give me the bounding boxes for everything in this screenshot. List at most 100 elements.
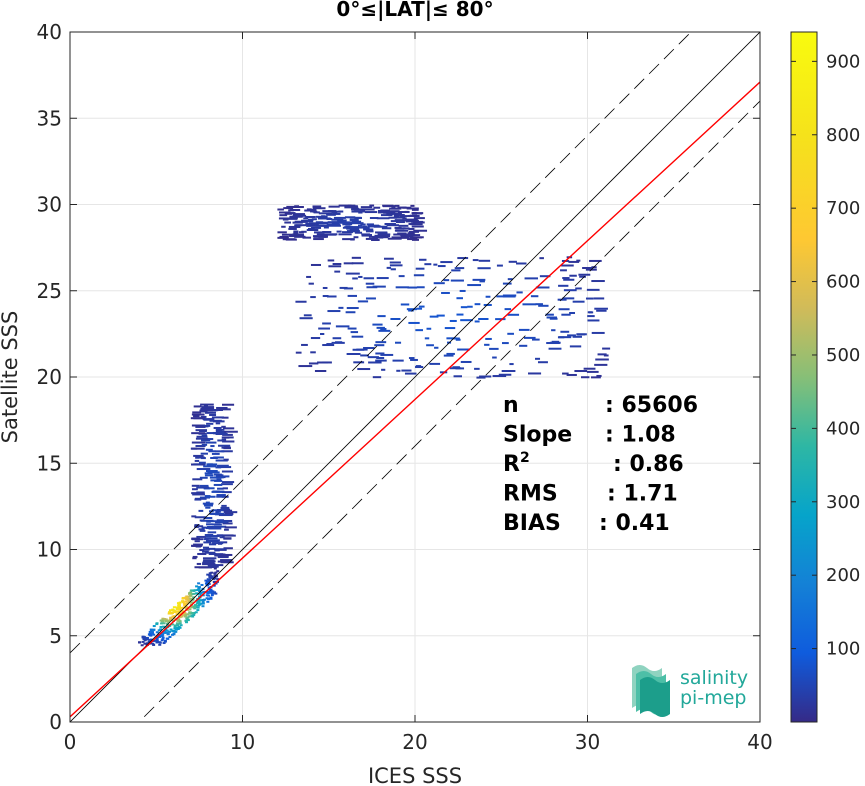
density-cell: [591, 331, 605, 334]
density-cell: [410, 219, 419, 222]
density-cell: [398, 224, 409, 227]
density-cell: [204, 582, 208, 585]
density-cell: [402, 219, 407, 222]
density-cell: [574, 370, 588, 373]
density-cell: [343, 262, 354, 265]
density-cell: [166, 620, 170, 623]
density-cell: [197, 598, 201, 601]
density-cell: [440, 261, 453, 264]
density-cell: [170, 633, 174, 636]
density-cell: [376, 277, 389, 280]
density-cell: [203, 504, 213, 507]
density-cell: [208, 574, 212, 577]
density-cell: [217, 487, 224, 490]
density-cell: [315, 224, 329, 227]
density-cell: [201, 600, 205, 603]
density-cell: [353, 208, 367, 211]
density-cell: [476, 376, 486, 379]
density-cell: [143, 639, 147, 642]
density-cell: [145, 636, 149, 639]
density-cell: [166, 619, 170, 622]
density-cell: [212, 420, 225, 423]
density-cell: [350, 226, 360, 229]
density-cell: [589, 259, 602, 262]
density-cell: [209, 512, 222, 515]
density-cell: [190, 417, 204, 420]
density-cell: [415, 267, 425, 270]
density-cell: [507, 313, 520, 316]
density-cell: [575, 287, 582, 290]
density-cell: [279, 214, 288, 217]
density-cell: [213, 426, 222, 429]
density-cell: [140, 644, 144, 647]
density-cell: [371, 238, 380, 241]
density-cell: [588, 311, 594, 314]
density-cell: [184, 619, 188, 622]
density-cell: [216, 406, 228, 409]
density-cell: [395, 229, 409, 232]
density-cell: [192, 478, 203, 481]
density-cell: [223, 547, 233, 550]
density-cell: [196, 589, 200, 592]
density-cell: [214, 575, 218, 578]
density-cell: [479, 280, 485, 283]
density-cell: [329, 233, 338, 236]
density-cell: [318, 327, 330, 330]
stat-value-4: : 0.41: [599, 511, 670, 536]
density-cell: [185, 621, 189, 624]
density-cell: [376, 326, 385, 329]
density-cell: [389, 264, 403, 267]
density-cell: [531, 338, 540, 341]
density-cell: [213, 567, 217, 570]
density-cell: [175, 622, 179, 625]
density-cell: [206, 594, 210, 597]
density-cell: [390, 317, 401, 320]
density-cell: [331, 341, 345, 344]
density-cell: [562, 297, 575, 300]
density-cell: [546, 316, 557, 319]
density-cell: [539, 275, 551, 278]
density-cell: [335, 210, 341, 213]
density-cell: [337, 219, 347, 222]
density-cell: [333, 216, 346, 219]
density-cell: [484, 343, 490, 346]
density-cell: [171, 609, 175, 612]
density-cell: [208, 566, 218, 569]
density-cell: [315, 215, 328, 218]
density-cell: [181, 614, 185, 617]
density-cell: [165, 629, 169, 632]
density-cell: [224, 430, 238, 433]
density-cell: [203, 517, 213, 520]
density-cell: [426, 327, 432, 330]
density-cell: [208, 450, 216, 453]
density-cell: [411, 238, 419, 241]
density-cell: [332, 263, 342, 266]
density-cell: [161, 633, 165, 636]
density-cell: [185, 606, 189, 609]
density-cell: [151, 642, 155, 645]
density-cell: [175, 624, 179, 627]
density-cell: [178, 626, 182, 629]
density-cell: [212, 591, 216, 594]
density-cell: [205, 547, 216, 550]
density-cell: [159, 628, 163, 631]
density-cell: [306, 208, 312, 211]
density-cell: [210, 575, 214, 578]
density-cell: [223, 511, 238, 514]
density-cell: [451, 269, 461, 272]
density-cell: [173, 624, 177, 627]
density-cell: [322, 295, 329, 298]
density-cell: [221, 481, 235, 484]
density-cell: [201, 406, 215, 409]
density-cell: [160, 639, 164, 642]
density-cell: [201, 526, 214, 529]
density-cell: [207, 471, 220, 474]
density-cell: [284, 212, 293, 215]
density-cell: [191, 484, 200, 487]
density-cell: [390, 268, 396, 271]
density-cell: [168, 611, 172, 614]
density-cell: [408, 357, 415, 360]
density-cell: [385, 211, 396, 214]
density-cell: [331, 211, 338, 214]
